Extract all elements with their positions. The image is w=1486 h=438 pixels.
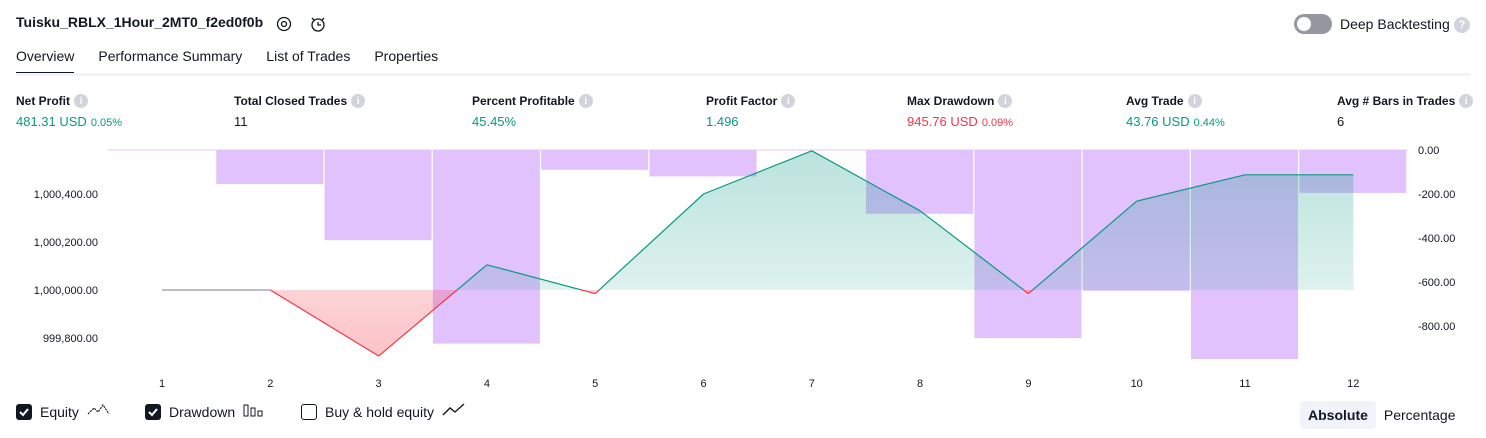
right-axis-tick: 0.00 [1418,145,1439,157]
right-axis-tick: -800.00 [1418,321,1455,333]
metric-avg-trade: Avg Trade i 43.76 USD 0.44% [1126,94,1225,129]
right-axis-tick: -400.00 [1418,233,1455,245]
trend-line-icon [442,403,466,420]
info-icon[interactable]: i [1187,94,1202,108]
equity-segment [1031,200,1138,290]
drawdown-bar [216,150,324,185]
metric-value: 6 [1337,114,1345,129]
equity-segment [919,210,1025,290]
tab-divider [16,73,1470,76]
x-axis-tick: 4 [484,378,490,390]
equity-line [162,150,1354,357]
equity-segment [378,290,458,357]
deep-backtesting-toggle[interactable] [1294,14,1332,34]
left-axis-tick: 999,800.00 [43,333,98,345]
info-icon[interactable]: i [1459,94,1474,108]
equity-segment [703,150,813,195]
metric-percent: 0.44% [1193,117,1225,129]
metric-profit-factor: Profit Factor i 1.496 [706,94,796,129]
x-axis-tick: 6 [700,378,706,390]
metric-value: 1.496 [706,114,739,129]
metric-value: 945.76 USD [907,114,978,129]
drawdown-bar [432,150,540,344]
info-icon[interactable]: i [998,94,1013,108]
info-icon[interactable]: i [781,94,796,108]
legend-buy-hold[interactable]: Buy & hold equity [301,403,466,420]
legend-equity[interactable]: Equity [16,403,111,420]
x-axis: 1 2 3 4 5 6 7 8 9 10 11 12 [159,378,1359,390]
x-axis-tick: 8 [917,378,923,390]
equity-line-icon [87,403,111,420]
metric-percent: 0.05% [90,117,123,129]
drawdown-bar [974,150,1082,339]
equity-label: Equity [40,403,79,420]
x-axis-tick: 1 [159,378,165,390]
drawdown-bar [649,150,757,177]
left-axis-tick: 1,000,400.00 [34,189,98,201]
info-icon[interactable]: i [351,94,366,108]
left-axis-tick: 1,000,200.00 [34,237,98,249]
equity-segment [269,290,379,357]
metric-avg-bars-in-trades: Avg # Bars in Trades i 6 [1337,94,1474,129]
drawdown-bar [541,150,649,170]
equity-area-positive [162,150,1354,290]
percentage-button[interactable]: Percentage [1383,407,1456,423]
equity-segment [1136,174,1246,202]
right-axis: 0.00 -200.00 -400.00 -600.00 -800.00 [1418,145,1455,333]
metric-value: 11 [234,114,248,129]
strategy-title: Tuisku_RBLX_1Hour_2MT0_f2ed0f0b [16,14,264,30]
equity-checkbox[interactable] [16,403,32,420]
tab-list-of-trades[interactable]: List of Trades [266,48,351,64]
metric-total-closed-trades: Total Closed Trades i 11 [234,94,366,129]
equity-segment [456,264,488,290]
equity-segment [598,193,704,290]
metric-percent-profitable: Percent Profitable i 45.45% [472,94,593,129]
tab-bar: Overview Performance Summary List of Tra… [16,48,438,75]
drawdown-label: Drawdown [169,403,236,420]
add-alert-icon[interactable] [308,14,328,34]
x-axis-tick: 10 [1131,378,1143,390]
x-axis-tick: 7 [809,378,815,390]
x-axis-tick: 12 [1347,378,1359,390]
buy-hold-label: Buy & hold equity [325,403,434,420]
display-mode-toggle: Absolute Percentage [1300,401,1464,429]
x-axis-tick: 11 [1239,378,1250,390]
info-icon[interactable]: i [74,94,88,108]
tab-properties[interactable]: Properties [374,48,439,64]
settings-icon[interactable] [274,14,294,34]
right-axis-tick: -600.00 [1418,277,1455,289]
right-axis-tick: -200.00 [1418,189,1455,201]
metric-value: 45.45% [472,114,517,129]
metric-value: 481.31 USD [16,114,87,129]
metric-net-profit: Net Profit i 481.31 USD 0.05% [16,94,123,129]
left-axis-tick: 1,000,000.00 [34,285,98,297]
help-icon[interactable]: ? [1454,17,1470,33]
left-axis: 1,000,400.00 1,000,200.00 1,000,000.00 999,… [34,189,98,345]
legend-drawdown[interactable]: Drawdown [145,403,265,420]
tab-performance-summary[interactable]: Performance Summary [98,48,243,64]
drawdown-bar [324,150,432,241]
metric-percent: 0.09% [981,117,1014,129]
bar-chart-icon [243,403,265,420]
x-axis-tick: 9 [1025,378,1031,390]
tab-overview[interactable]: Overview [16,48,75,75]
x-axis-tick: 3 [376,378,382,390]
info-icon[interactable]: i [578,94,593,108]
metric-max-drawdown: Max Drawdown i 945.76 USD 0.09% [907,94,1014,129]
equity-chart[interactable]: 1,000,400.00 1,000,200.00 1,000,000.00 999,… [0,140,1486,395]
absolute-button[interactable]: Absolute [1300,401,1376,429]
drawdown-checkbox[interactable] [145,403,161,420]
x-axis-tick: 5 [592,378,598,390]
equity-segment [811,150,921,212]
x-axis-tick: 2 [267,378,273,390]
deep-backtesting-label: Deep Backtesting [1340,16,1450,32]
buy-hold-checkbox[interactable] [301,403,317,420]
metric-value: 43.76 USD [1126,114,1190,129]
equity-segment [486,264,584,290]
